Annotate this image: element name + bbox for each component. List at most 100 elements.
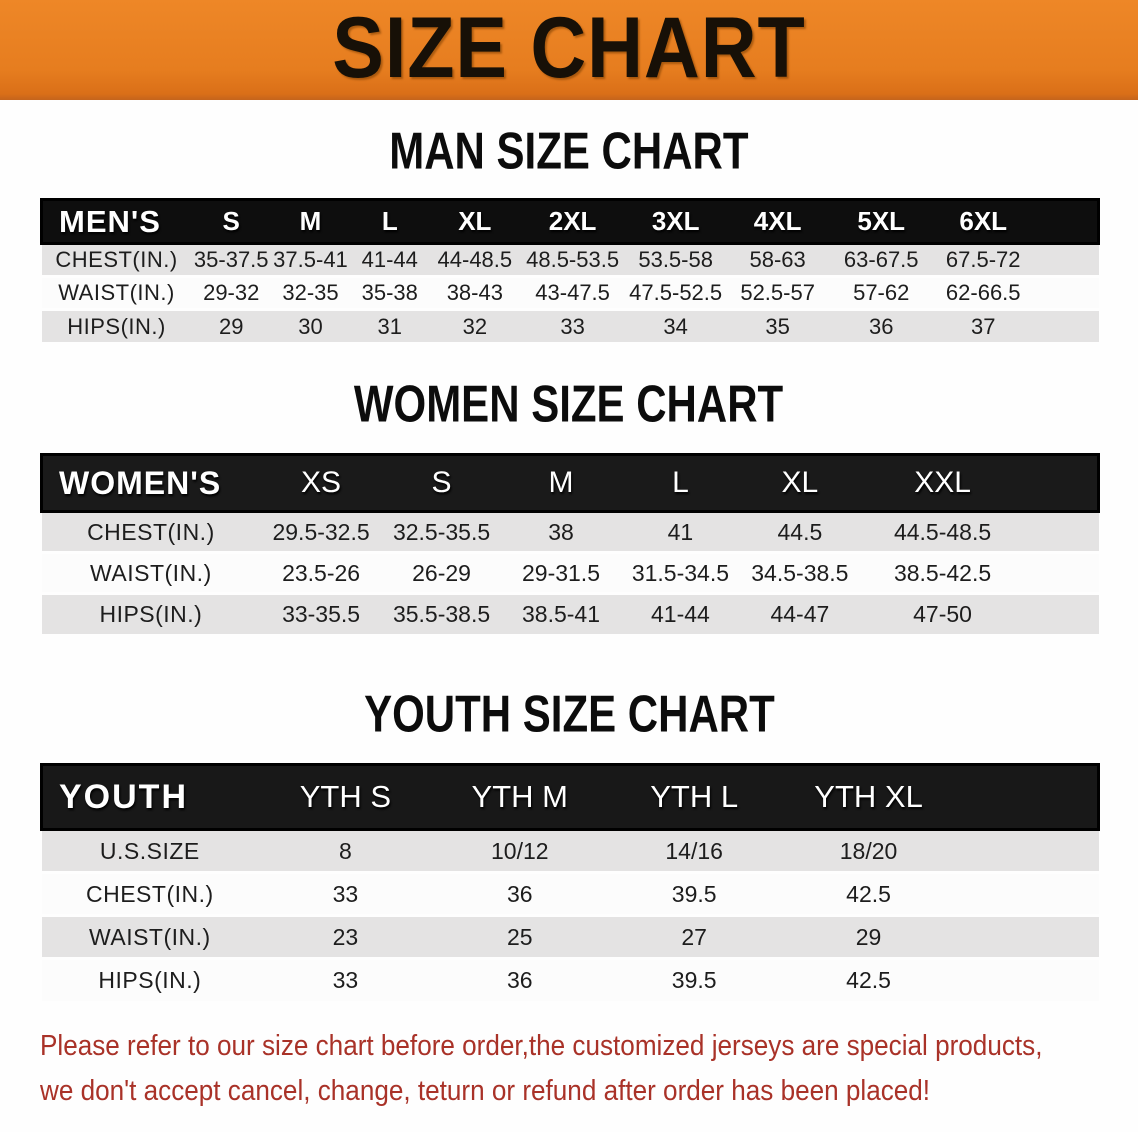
disclaimer: Please refer to our size chart before or… — [40, 1024, 1138, 1114]
spacer-cell — [1025, 551, 1099, 594]
value-cell: 41 — [620, 510, 741, 553]
women-size-section: WOMEN SIZE CHART WOMEN'S XS S M L XL XXL CHEST(… — [0, 374, 1138, 635]
table-row: CHEST(IN.) 29.5-32.5 32.5-35.5 38 41 44.5 44.5… — [41, 510, 1099, 553]
value-cell: 29-32 — [191, 275, 271, 310]
value-cell: 36 — [828, 308, 934, 343]
size-header-cell: S — [191, 198, 271, 245]
value-cell: 38 — [501, 510, 621, 553]
value-cell: 32.5-35.5 — [381, 510, 502, 553]
men-size-table-container: MEN'S S M L XL 2XL 3XL 4XL 5XL 6XL CHEST(IN.) 35-37… — [39, 198, 1100, 343]
value-cell: 38.5-41 — [501, 592, 621, 635]
value-cell: 14/16 — [606, 828, 782, 873]
row-label-cell: CHEST(IN.) — [41, 871, 259, 916]
value-cell: 38-43 — [429, 275, 521, 310]
value-cell: 41-44 — [350, 242, 430, 277]
value-cell: 38.5-42.5 — [859, 551, 1026, 594]
row-label-cell: CHEST(IN.) — [41, 242, 192, 277]
size-header-cell: L — [350, 198, 430, 245]
youth-size-table: YOUTH YTH S YTH M YTH L YTH XL U.S.SIZE 8 10/12… — [40, 763, 1100, 1002]
women-size-table-container: WOMEN'S XS S M L XL XXL CHEST(IN.) 29.5-32.5 32.5… — [40, 453, 1100, 635]
value-cell: 37.5-41 — [270, 242, 351, 277]
table-row: WAIST(IN.) 23.5-26 26-29 29-31.5 31.5-34.5 34… — [41, 551, 1099, 594]
value-cell: 67.5-72 — [933, 242, 1033, 277]
size-header-cell: YTH S — [258, 763, 433, 831]
value-cell: 29 — [191, 308, 271, 343]
table-row: HIPS(IN.) 33-35.5 35.5-38.5 38.5-41 41-44 44-… — [41, 592, 1099, 635]
value-cell: 37 — [933, 308, 1033, 343]
value-cell: 23 — [258, 914, 433, 959]
value-cell: 39.5 — [606, 957, 782, 1002]
row-label-cell: WAIST(IN.) — [41, 551, 261, 594]
table-row: U.S.SIZE 8 10/12 14/16 18/20 — [41, 828, 1099, 873]
size-header-cell: S — [381, 453, 502, 513]
spacer-cell — [955, 957, 1099, 1002]
group-label-cell: YOUTH — [40, 763, 259, 831]
value-cell: 26-29 — [381, 551, 502, 594]
size-header-cell: XXL — [859, 453, 1026, 513]
youth-section-heading: YOUTH SIZE CHART — [363, 684, 775, 744]
disclaimer-line-1: Please refer to our size chart before or… — [40, 1030, 1043, 1062]
value-cell: 44-47 — [740, 592, 860, 635]
row-label-cell: HIPS(IN.) — [41, 308, 192, 343]
value-cell: 42.5 — [781, 871, 956, 916]
value-cell: 33 — [258, 957, 433, 1002]
size-header-cell: YTH XL — [781, 763, 956, 831]
value-cell: 57-62 — [828, 275, 934, 310]
value-cell: 34.5-38.5 — [740, 551, 860, 594]
value-cell: 35.5-38.5 — [381, 592, 502, 635]
table-header-row: MEN'S S M L XL 2XL 3XL 4XL 5XL 6XL — [39, 198, 1100, 245]
women-section-heading: WOMEN SIZE CHART — [354, 374, 784, 434]
value-cell: 10/12 — [432, 828, 607, 873]
table-row: CHEST(IN.) 33 36 39.5 42.5 — [41, 871, 1099, 916]
value-cell: 41-44 — [620, 592, 741, 635]
value-cell: 53.5-58 — [624, 242, 727, 277]
value-cell: 25 — [432, 914, 607, 959]
spacer-header-cell — [955, 763, 1100, 831]
value-cell: 44.5 — [740, 510, 860, 553]
value-cell: 30 — [270, 308, 351, 343]
value-cell: 35-38 — [350, 275, 430, 310]
value-cell: 63-67.5 — [828, 242, 934, 277]
spacer-cell — [1025, 510, 1099, 553]
value-cell: 33-35.5 — [260, 592, 382, 635]
size-header-cell: XL — [740, 453, 860, 513]
youth-size-section: YOUTH SIZE CHART YOUTH YTH S YTH M YTH L YTH… — [0, 684, 1138, 1002]
table-row: WAIST(IN.) 23 25 27 29 — [41, 914, 1099, 959]
value-cell: 33 — [520, 308, 625, 343]
size-header-cell: 5XL — [828, 198, 934, 245]
row-label-cell: HIPS(IN.) — [41, 957, 259, 1002]
value-cell: 42.5 — [781, 957, 956, 1002]
size-header-cell: 2XL — [520, 198, 625, 245]
value-cell: 39.5 — [606, 871, 782, 916]
value-cell: 48.5-53.5 — [520, 242, 625, 277]
value-cell: 32-35 — [270, 275, 351, 310]
size-header-cell: L — [620, 453, 741, 513]
men-section-heading: MAN SIZE CHART — [389, 121, 749, 181]
size-header-cell: 6XL — [933, 198, 1033, 245]
value-cell: 31.5-34.5 — [620, 551, 741, 594]
men-size-table: MEN'S S M L XL 2XL 3XL 4XL 5XL 6XL CHEST(IN.) 35-37… — [39, 198, 1100, 343]
value-cell: 8 — [258, 828, 433, 873]
size-header-cell: M — [270, 198, 351, 245]
spacer-cell — [1032, 242, 1099, 277]
row-label-cell: WAIST(IN.) — [41, 275, 192, 310]
value-cell: 43-47.5 — [520, 275, 625, 310]
youth-size-table-container: YOUTH YTH S YTH M YTH L YTH XL U.S.SIZE 8 10/12… — [40, 763, 1100, 1002]
size-header-cell: M — [501, 453, 621, 513]
value-cell: 52.5-57 — [726, 275, 829, 310]
value-cell: 34 — [624, 308, 727, 343]
value-cell: 36 — [432, 871, 607, 916]
spacer-cell — [1025, 592, 1099, 635]
table-row: HIPS(IN.) 29 30 31 32 33 34 35 36 37 — [41, 308, 1099, 343]
row-label-cell: CHEST(IN.) — [41, 510, 261, 553]
value-cell: 29 — [781, 914, 956, 959]
group-label-cell: MEN'S — [39, 198, 192, 245]
women-size-table: WOMEN'S XS S M L XL XXL CHEST(IN.) 29.5-32.5 32.5… — [40, 453, 1100, 635]
size-header-cell: YTH L — [606, 763, 782, 831]
value-cell: 35 — [726, 308, 829, 343]
value-cell: 29-31.5 — [501, 551, 621, 594]
value-cell: 32 — [429, 308, 521, 343]
spacer-cell — [1032, 308, 1099, 343]
group-label-cell: WOMEN'S — [40, 453, 261, 513]
value-cell: 44-48.5 — [429, 242, 521, 277]
